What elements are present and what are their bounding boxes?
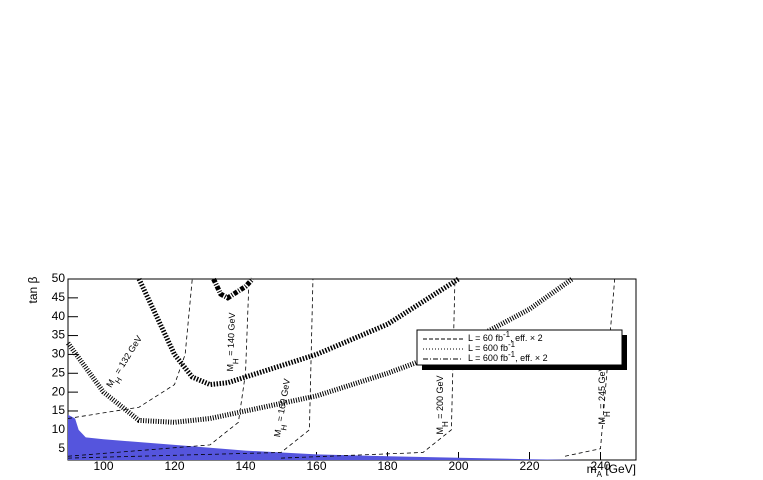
mh-contour	[67, 278, 250, 457]
curve-annotation-part: H	[113, 375, 124, 385]
y-tick-label: 5	[58, 441, 65, 455]
legend-label-part: -1	[508, 350, 516, 359]
legend-label-part: , eff. × 2	[515, 353, 548, 363]
curve-annotation-part: M	[105, 378, 117, 390]
curve-annotation-part: = 132 GeV	[112, 334, 145, 378]
x-tick-label: 100	[93, 459, 113, 473]
x-axis-label-part: [GeV]	[602, 462, 636, 476]
x-tick-label: 120	[164, 459, 184, 473]
legend-label-part: L = 600 fb	[468, 343, 508, 353]
x-axis-label: mA [GeV]	[587, 462, 636, 478]
legend-label: L = 60 fb-1, eff. × 2	[468, 330, 543, 344]
y-tick-label: 50	[52, 271, 66, 285]
y-tick-label: 30	[52, 347, 66, 361]
curve-annotation-part: = 140 GeV	[226, 312, 238, 358]
curve-annotation-part: H	[603, 411, 612, 417]
curve-annotation-part: M	[225, 364, 235, 372]
y-tick-label: 15	[52, 403, 66, 417]
y-tick-label: 45	[52, 290, 66, 304]
curve-annotation-part: = 245 GeV	[597, 365, 607, 411]
legend-label-part: -1	[503, 330, 511, 339]
y-tick-label: 40	[52, 309, 66, 323]
curve-annotation: MH = 245 GeV	[597, 365, 611, 424]
x-tick-label: 140	[235, 459, 255, 473]
curve-annotation-part: = 200 GeV	[435, 375, 445, 421]
curve-annotation-part: H	[279, 424, 289, 431]
y-tick-label: 20	[52, 384, 66, 398]
y-tick-label: 25	[52, 365, 66, 379]
y-tick-label: 10	[52, 422, 66, 436]
legend-label: L = 600 fb-1	[468, 340, 516, 354]
curve-annotation-part: M	[272, 429, 283, 438]
x-tick-label: 200	[448, 459, 468, 473]
curve-annotation: MH = 160 GeV	[272, 378, 296, 439]
legend-label-part: , eff. × 2	[510, 333, 543, 343]
curve-annotation: MH = 200 GeV	[435, 375, 449, 434]
curve-annotation-part: = 160 GeV	[275, 378, 293, 425]
legend-label-part: -1	[508, 340, 516, 349]
x-axis-label-part: m	[587, 462, 597, 476]
excluded-area	[68, 414, 583, 460]
curve-annotation: MH = 132 GeV	[105, 334, 148, 392]
sensitivity-band	[211, 277, 255, 301]
y-tick-label: 35	[52, 328, 66, 342]
mh-contour	[67, 278, 193, 419]
curve-annotation-part: M	[597, 417, 607, 425]
y-axis-label: tan β	[26, 276, 40, 303]
x-tick-label: 180	[377, 459, 397, 473]
legend	[416, 329, 623, 366]
curve-annotation-part: M	[435, 427, 445, 435]
curve-annotation-part: H	[231, 358, 240, 364]
legend-label: L = 600 fb-1, eff. × 2	[468, 350, 548, 364]
curve-annotation: MH = 140 GeV	[225, 312, 241, 372]
x-tick-label: 160	[306, 459, 326, 473]
x-tick-label: 240	[590, 459, 610, 473]
x-axis-label-part: A	[597, 470, 603, 479]
legend-label-part: L = 60 fb	[468, 333, 503, 343]
x-tick-label: 220	[519, 459, 539, 473]
legend-label-part: L = 600 fb	[468, 353, 508, 363]
curve-annotation-part: H	[441, 421, 450, 427]
